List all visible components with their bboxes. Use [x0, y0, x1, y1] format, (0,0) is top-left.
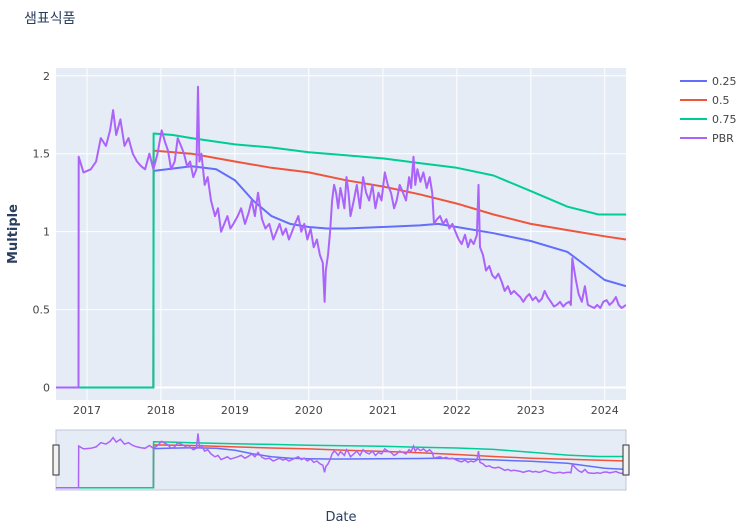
legend-item: 0.75 — [712, 113, 737, 126]
series-line-0.75 — [56, 132, 626, 389]
x-axis-title: Date — [325, 510, 356, 525]
series-line-PBR — [56, 85, 626, 389]
legend[interactable]: 0.25 0.5 0.75 PBR — [680, 75, 737, 145]
range-slider-series — [56, 433, 626, 489]
legend-item: PBR — [712, 132, 734, 145]
x-tick-label: 2024 — [591, 404, 619, 417]
plot-background — [56, 68, 626, 400]
y-tick-label: 0 — [43, 382, 50, 395]
slider-line-0.75 — [56, 441, 626, 489]
x-tick-label: 2017 — [73, 404, 101, 417]
series-layer — [56, 85, 626, 389]
x-tick-label: 2020 — [295, 404, 323, 417]
chart-title: 샘표식품 — [24, 11, 76, 27]
x-tick-label: 2019 — [221, 404, 249, 417]
y-tick-label: 0.5 — [33, 304, 51, 317]
legend-item: 0.5 — [712, 94, 730, 107]
range-slider-handle-right[interactable] — [622, 444, 630, 476]
legend-item: 0.25 — [712, 75, 737, 88]
series-line-0.25 — [56, 165, 626, 389]
y-tick-label: 2 — [43, 70, 50, 83]
x-tick-label: 2018 — [147, 404, 175, 417]
y-axis-title: Multiple — [6, 204, 21, 264]
y-axis: 0 0.5 1 1.5 2 — [33, 70, 51, 395]
x-tick-label: 2021 — [369, 404, 397, 417]
y-tick-label: 1.5 — [33, 148, 51, 161]
x-tick-label: 2023 — [517, 404, 545, 417]
x-tick-label: 2022 — [443, 404, 471, 417]
slider-line-PBR — [56, 433, 626, 489]
slider-line-0.25 — [56, 446, 626, 489]
y-tick-label: 1 — [43, 226, 50, 239]
range-slider-handle-left[interactable] — [52, 444, 60, 476]
range-slider-background[interactable] — [55, 429, 627, 491]
x-axis: 2017 2018 2019 2020 2021 2022 2023 2024 — [73, 404, 619, 417]
